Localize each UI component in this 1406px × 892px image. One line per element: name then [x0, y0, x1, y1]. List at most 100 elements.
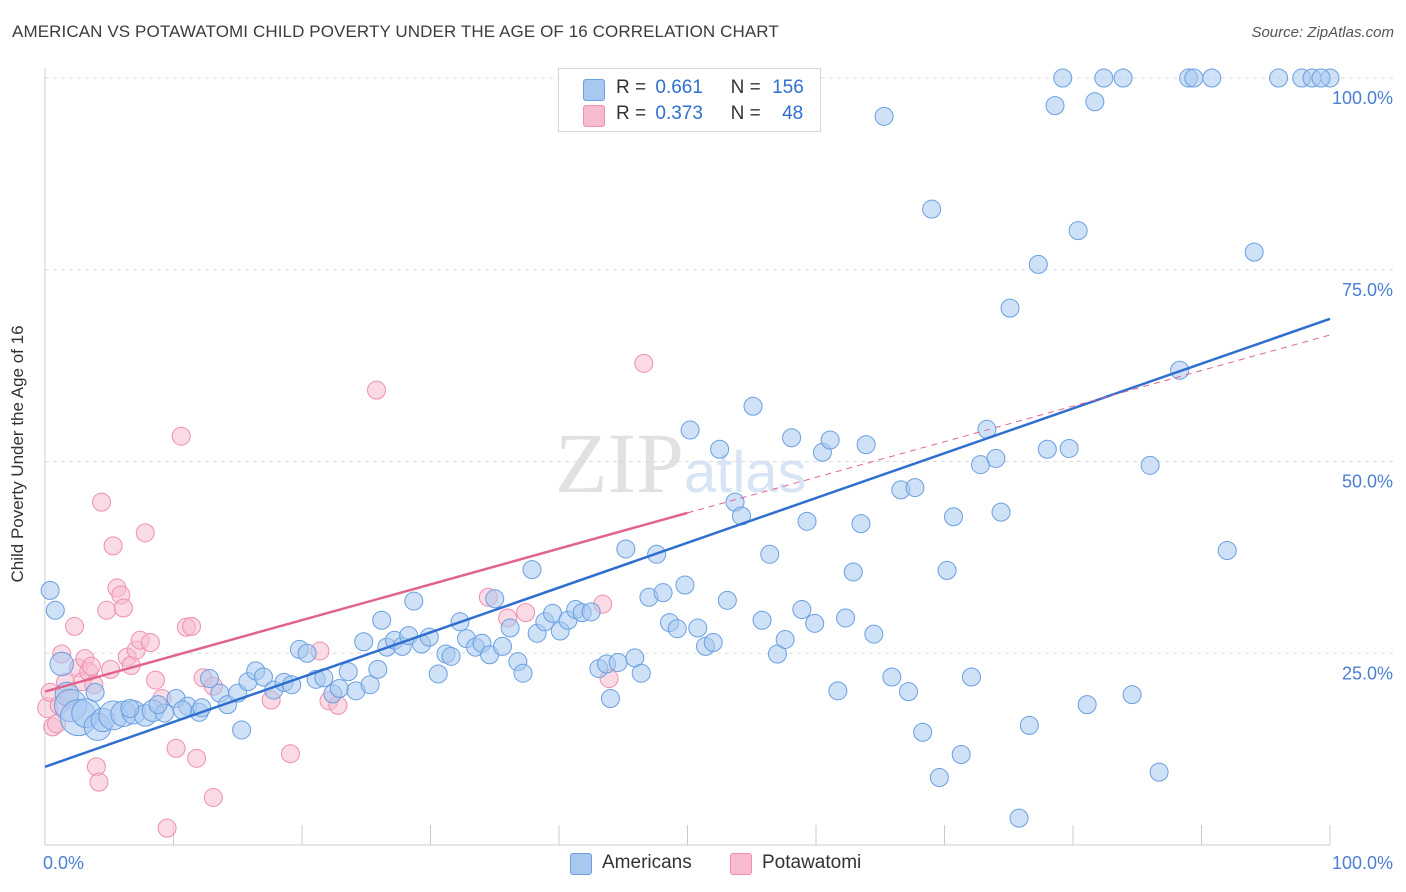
y-tick-label: 25.0%	[1342, 663, 1393, 683]
x-tick-label: 100.0%	[1332, 853, 1393, 873]
american-point	[1217, 540, 1237, 560]
trend-lines	[44, 317, 1331, 768]
potawatomi-point	[367, 380, 387, 400]
american-point	[253, 667, 273, 687]
american-point	[775, 629, 795, 649]
american-point	[1045, 96, 1065, 116]
american-point	[680, 420, 700, 440]
bottom-legend-label-potawatomi: Potawatomi	[762, 852, 862, 873]
american-point	[851, 514, 871, 534]
potawatomi-point	[280, 744, 300, 764]
american-point	[899, 682, 919, 702]
potawatomi-point	[146, 670, 166, 690]
legend-r-label: R =	[616, 77, 647, 98]
american-point	[368, 659, 388, 679]
american-point	[1140, 455, 1160, 475]
chart-title: AMERICAN VS POTAWATOMI CHILD POVERTY UND…	[12, 22, 779, 41]
american-point	[1037, 439, 1057, 459]
american-point	[608, 652, 628, 672]
american-point	[1184, 68, 1204, 88]
american-point	[961, 667, 981, 687]
american-point	[1053, 68, 1073, 88]
bottom-legend-label-americans: Americans	[602, 852, 692, 873]
american-point	[40, 580, 60, 600]
legend-text-americans: R = 0.661 N = 156	[616, 77, 804, 99]
american-point	[232, 720, 252, 740]
american-point	[581, 602, 601, 622]
potawatomi-point	[157, 818, 177, 838]
american-point	[864, 624, 884, 644]
bottom-legend-swatch-potawatomi	[730, 853, 752, 875]
potawatomi-point	[89, 772, 109, 792]
american-point	[913, 722, 933, 742]
potawatomi-point	[65, 616, 85, 636]
potawatomi-point	[187, 748, 207, 768]
american-point	[874, 106, 894, 126]
american-point	[631, 663, 651, 683]
x-tick-label: 0.0%	[43, 853, 84, 873]
american-point	[717, 590, 737, 610]
potawatomi-trend-extension	[687, 334, 1331, 514]
american-point	[1122, 685, 1142, 705]
legend-n-label: N =	[730, 77, 761, 98]
potawatomi-point	[135, 523, 155, 543]
american-point	[688, 618, 708, 638]
potawatomi-point	[181, 616, 201, 636]
american-point	[500, 618, 520, 638]
legend-r-value: 0.373	[655, 103, 703, 124]
legend-n-value: 156	[772, 77, 804, 98]
potawatomi-point	[81, 656, 101, 676]
american-point	[1085, 92, 1105, 112]
potawatomi-point	[166, 738, 186, 758]
legend-r-label: R =	[616, 103, 647, 124]
american-point	[616, 539, 636, 559]
legend-n-value: 48	[782, 103, 804, 124]
american-point	[675, 575, 695, 595]
american-point	[882, 667, 902, 687]
american-point	[120, 698, 140, 718]
american-point	[703, 633, 723, 653]
legend: R = 0.661 N = 156 R = 0.373 N = 48	[558, 68, 821, 132]
american-point	[843, 562, 863, 582]
american-point	[354, 632, 374, 652]
potawatomi-point	[97, 600, 117, 620]
legend-swatch-potawatomi	[583, 105, 605, 127]
legend-text-potawatomi: R = 0.373 N = 48	[616, 103, 803, 125]
american-point	[710, 439, 730, 459]
potawatomi-point	[103, 536, 123, 556]
american-point	[905, 478, 925, 498]
american-point	[522, 560, 542, 580]
american-point	[943, 507, 963, 527]
american-point	[856, 435, 876, 455]
american-point	[743, 396, 763, 416]
americans-trend-line	[44, 317, 1331, 768]
american-point	[937, 560, 957, 580]
american-point	[492, 636, 512, 656]
american-point	[951, 744, 971, 764]
american-point	[929, 768, 949, 788]
y-tick-label: 100.0%	[1332, 88, 1393, 108]
legend-n-label: N =	[730, 103, 761, 124]
american-point	[1149, 762, 1169, 782]
american-point	[441, 646, 461, 666]
source-label: Source: ZipAtlas.com	[1251, 24, 1394, 41]
american-point	[991, 502, 1011, 522]
american-point	[820, 430, 840, 450]
american-point	[485, 589, 505, 609]
y-tick-label: 75.0%	[1342, 280, 1393, 300]
american-point	[297, 643, 317, 663]
american-point	[767, 644, 787, 664]
american-point	[986, 448, 1006, 468]
american-point	[372, 610, 392, 630]
potawatomi-trend-line	[44, 511, 688, 693]
american-point	[360, 675, 380, 695]
american-point	[49, 651, 74, 677]
american-point	[85, 682, 105, 702]
american-point	[513, 663, 533, 683]
american-point	[1113, 68, 1133, 88]
american-point	[792, 600, 812, 620]
american-point	[600, 689, 620, 709]
american-point	[1244, 242, 1264, 262]
american-point	[836, 608, 856, 628]
